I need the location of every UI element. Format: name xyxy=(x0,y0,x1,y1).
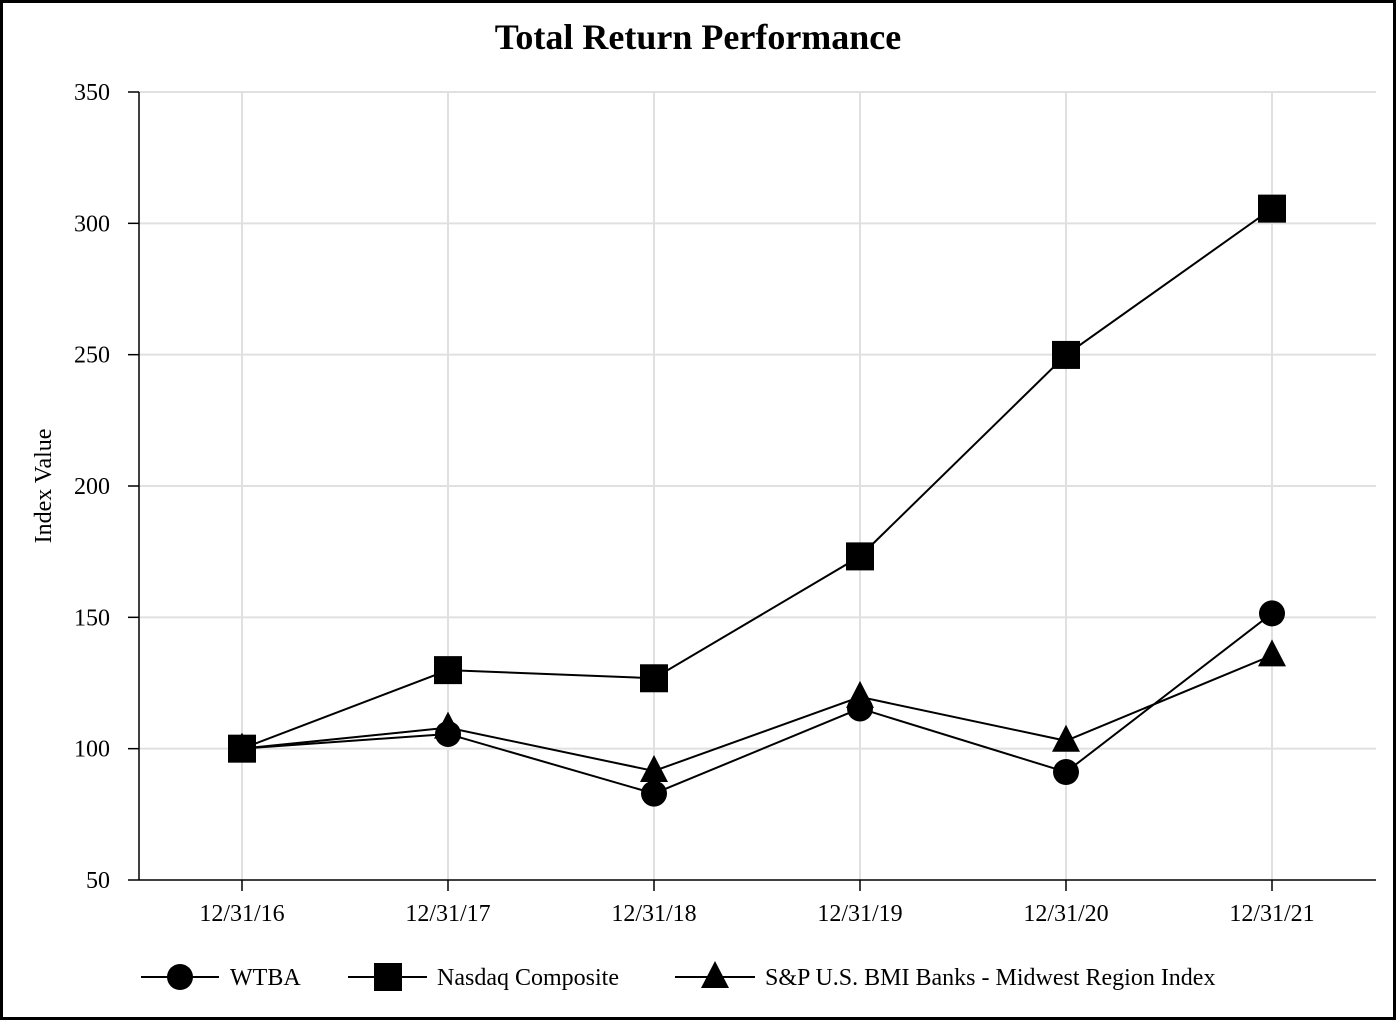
series-group xyxy=(228,194,1286,807)
legend: WTBA Nasdaq Composite S&P U.S. BMI Banks -… xyxy=(141,961,1215,991)
legend-item: WTBA xyxy=(141,964,301,991)
x-tick-label: 12/31/21 xyxy=(1229,901,1314,927)
series-line xyxy=(241,654,1273,773)
y-tick-label: 250 xyxy=(74,343,110,369)
x-tick-label: 12/31/16 xyxy=(199,901,284,927)
x-tick-label: 12/31/17 xyxy=(405,901,490,927)
legend-label: Nasdaq Composite xyxy=(437,965,619,991)
legend-label: WTBA xyxy=(230,965,301,991)
series-line xyxy=(241,207,1273,750)
data-point-triangle xyxy=(846,680,874,708)
data-point-square xyxy=(1052,340,1080,369)
y-tick-label: 300 xyxy=(74,211,110,237)
grid-lines xyxy=(139,91,1376,880)
legend-marker-circle xyxy=(167,964,193,990)
y-tick-label: 200 xyxy=(74,474,110,500)
data-point-triangle xyxy=(640,754,668,782)
data-point-circle xyxy=(641,780,667,807)
data-point-square xyxy=(846,542,874,571)
x-tick-label: 12/31/19 xyxy=(817,901,902,927)
data-point-triangle xyxy=(228,732,256,760)
axes: 50 100 150 200 250 300 350 12/31/16 12/31/17 12/3… xyxy=(74,80,1376,927)
data-point-square xyxy=(640,664,668,693)
y-tick-label: 350 xyxy=(74,80,110,106)
data-point-triangle xyxy=(1258,639,1286,667)
data-point-circle xyxy=(1259,600,1285,627)
data-point-triangle xyxy=(1052,724,1080,752)
series-line xyxy=(241,612,1273,795)
data-point-circle xyxy=(1053,759,1079,786)
y-tick-label: 50 xyxy=(86,868,110,894)
data-point-square xyxy=(1258,194,1286,223)
data-point-square xyxy=(434,656,462,685)
legend-label: S&P U.S. BMI Banks - Midwest Region Inde… xyxy=(765,965,1215,991)
y-tick-label: 100 xyxy=(74,737,110,763)
legend-item: S&P U.S. BMI Banks - Midwest Region Inde… xyxy=(675,961,1215,991)
y-tick-label: 150 xyxy=(74,605,110,631)
data-point-triangle xyxy=(434,711,462,739)
series-wtba xyxy=(229,600,1285,807)
y-axis-label: Index Value xyxy=(31,429,57,544)
x-tick-label: 12/31/20 xyxy=(1023,901,1108,927)
chart-title: Total Return Performance xyxy=(495,17,902,57)
series-nasdaq-composite xyxy=(228,194,1286,763)
series-s-p-u-s-bmi-banks-midwest-region-index xyxy=(228,639,1286,782)
legend-marker-square xyxy=(374,963,402,991)
legend-item: Nasdaq Composite xyxy=(348,963,619,991)
legend-marker-triangle xyxy=(701,961,729,988)
x-tick-label: 12/31/18 xyxy=(611,901,696,927)
